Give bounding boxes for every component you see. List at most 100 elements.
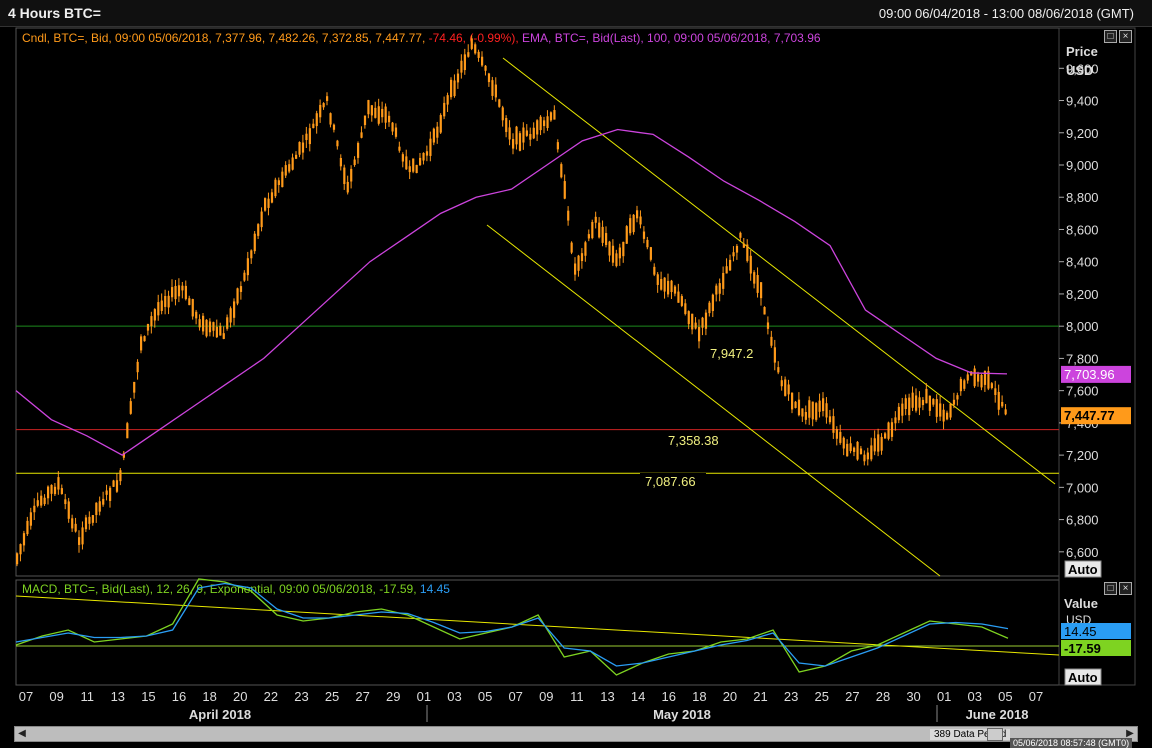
candle-body — [959, 378, 962, 392]
candle-body — [660, 278, 663, 290]
y-tick-label: 8,000 — [1066, 319, 1099, 334]
candle-body — [88, 516, 91, 524]
data-period-label: 389 Data Period — [930, 729, 1011, 740]
x-tick-label: 03 — [968, 689, 982, 704]
price-axis-unit: USD — [1066, 63, 1093, 78]
candle-body — [305, 133, 308, 141]
candle-body — [673, 286, 677, 294]
candle-body — [890, 422, 894, 437]
candle-body — [529, 134, 532, 140]
candle-body — [367, 100, 370, 115]
maximize-pane-icon[interactable]: □ — [1104, 30, 1117, 43]
candle-body — [460, 60, 463, 73]
y-tick-label: 7,600 — [1066, 384, 1099, 399]
candle-body — [718, 283, 721, 294]
scroll-right-arrow-icon[interactable]: ▶ — [1126, 728, 1134, 739]
y-tick-label: 6,600 — [1066, 545, 1099, 560]
candle-body — [901, 403, 904, 416]
candle-body — [532, 127, 535, 139]
candle-body — [212, 322, 215, 331]
candle-body — [680, 296, 683, 306]
x-tick-label: 07 — [19, 689, 33, 704]
candle-body — [29, 512, 32, 526]
candle-body — [363, 115, 367, 126]
candle-body — [911, 392, 914, 408]
scroll-left-arrow-icon[interactable]: ◀ — [18, 728, 26, 739]
candle-body — [126, 423, 129, 439]
candle-body — [536, 120, 539, 135]
candle-body — [57, 477, 60, 490]
candle-body — [632, 214, 635, 233]
candle-body — [74, 523, 77, 532]
candle-body — [470, 38, 473, 49]
candle-body — [498, 99, 501, 107]
title-bar: 4 Hours BTC= 09:00 06/04/2018 - 13:00 08… — [0, 0, 1152, 27]
candle-body — [763, 307, 766, 315]
x-tick-label: 09 — [539, 689, 553, 704]
candle-body — [288, 164, 291, 172]
date-range: 09:00 06/04/2018 - 13:00 08/06/2018 (GMT… — [878, 6, 1134, 21]
x-tick-label: 11 — [570, 689, 584, 704]
candle-body — [622, 241, 625, 257]
candle-body — [122, 452, 125, 458]
data-period-button[interactable] — [987, 728, 1003, 741]
candle-body — [918, 397, 921, 408]
candle-body — [684, 303, 687, 314]
maximize-macd-pane-icon[interactable]: □ — [1104, 582, 1117, 595]
candle-body — [863, 454, 866, 462]
candle-body — [229, 308, 232, 323]
x-tick-label: 11 — [80, 689, 94, 704]
candle-body — [942, 409, 945, 422]
x-tick-label: 13 — [111, 689, 125, 704]
close-macd-pane-icon[interactable]: × — [1119, 582, 1132, 595]
candle-body — [615, 253, 618, 267]
x-tick-label: 01 — [417, 689, 431, 704]
y-tick-label: 7,800 — [1066, 351, 1099, 366]
candle-body — [16, 553, 19, 565]
macd-value-text: -17.59 — [1064, 641, 1101, 656]
candle-body — [939, 403, 942, 417]
candle-body — [374, 107, 377, 118]
candle-body — [270, 192, 274, 203]
candle-body — [915, 395, 918, 411]
candle-body — [694, 322, 697, 329]
candle-body — [932, 399, 935, 405]
candle-body — [797, 399, 801, 416]
candle-body — [463, 54, 466, 71]
candle-body — [522, 127, 525, 143]
level-label-bg — [640, 473, 706, 489]
candle-body — [921, 399, 925, 406]
candle-body — [153, 309, 156, 321]
candle-body — [308, 128, 311, 145]
candle-body — [722, 272, 725, 289]
time-scrollbar[interactable]: ◀ ▶ — [14, 726, 1138, 742]
candle-body — [84, 517, 88, 530]
candle-body — [832, 416, 835, 433]
candle-body — [298, 142, 301, 155]
close-pane-icon[interactable]: × — [1119, 30, 1132, 43]
x-tick-label: 05 — [998, 689, 1012, 704]
candle-body — [43, 497, 46, 505]
candle-body — [663, 277, 666, 292]
x-tick-label: 21 — [753, 689, 767, 704]
candle-body — [312, 123, 315, 129]
macd-legend-header: MACD, BTC=, Bid(Last), 12, 26, 9, Expone… — [22, 582, 450, 596]
candle-body — [71, 518, 74, 529]
candle-body — [81, 527, 84, 545]
price-legend-header: Cndl, BTC=, Bid, 09:00 05/06/2018, 7,377… — [22, 31, 821, 45]
candle-body — [539, 116, 542, 131]
candle-body — [983, 370, 987, 385]
candle-body — [791, 392, 794, 410]
candle-body — [994, 388, 997, 396]
signal-value-text: 14.45 — [1064, 624, 1097, 639]
candle-body — [587, 234, 590, 239]
candle-body — [670, 280, 673, 293]
candle-body — [794, 401, 797, 408]
candle-body — [859, 448, 863, 455]
candle-body — [729, 259, 732, 271]
candle-body — [949, 403, 952, 418]
candle-body — [157, 302, 160, 316]
x-tick-label: 16 — [172, 689, 186, 704]
y-tick-label: 7,200 — [1066, 448, 1099, 463]
